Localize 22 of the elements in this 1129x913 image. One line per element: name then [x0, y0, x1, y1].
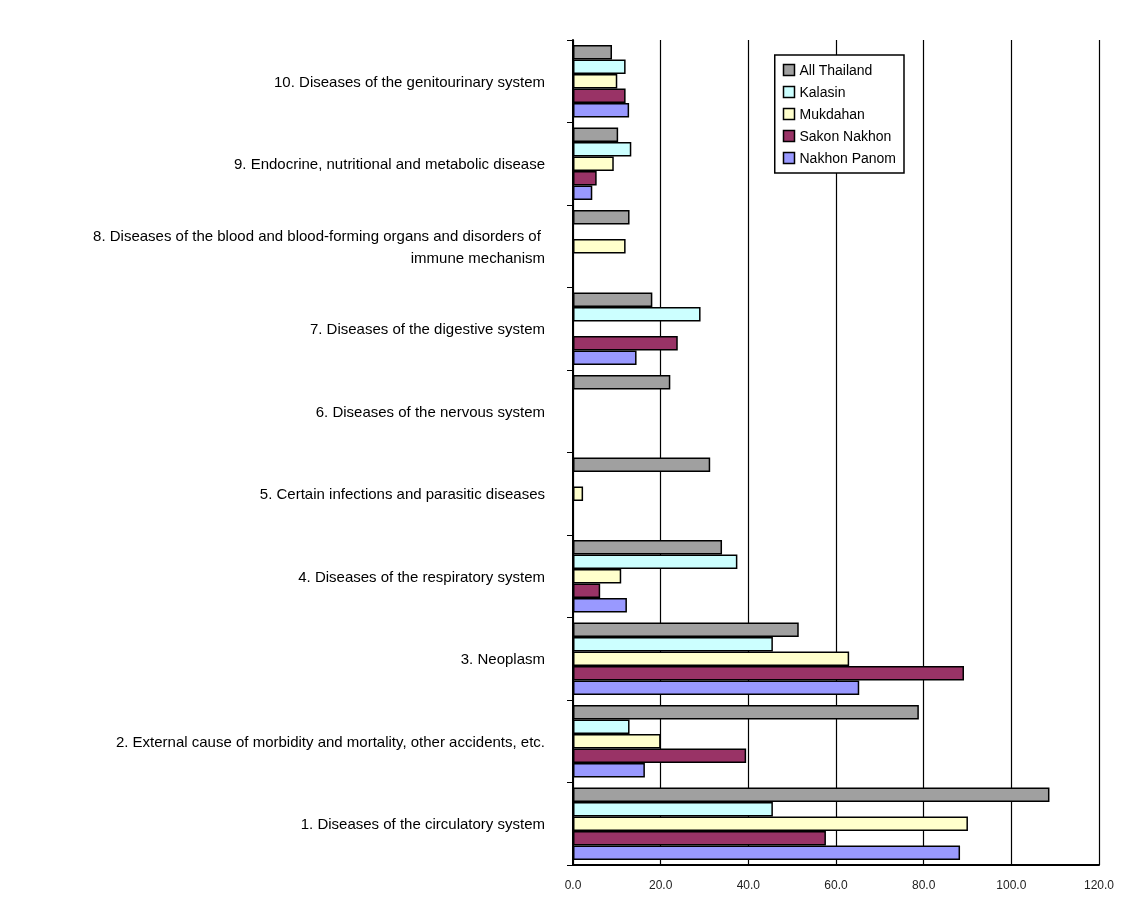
legend-label: Sakon Nakhon [799, 128, 892, 144]
legend-label: All Thailand [799, 62, 873, 78]
x-tick-label: 80.0 [911, 878, 936, 892]
y-tick-label: 8. Diseases of the blood and blood-forming organs and disorders of immune mechanism [93, 226, 545, 266]
x-tick-label: 100.0 [996, 878, 1027, 892]
y-tick-label: 6. Diseases of the nervous system [315, 402, 545, 420]
y-tick-label: 2. External cause of morbidity and mortality, other accidents, etc. [115, 732, 545, 750]
x-tick-label: 20.0 [648, 878, 673, 892]
y-tick-label: 1. Diseases of the circulatory system [300, 815, 545, 833]
y-tick-label: 7. Diseases of the digestive system [309, 320, 545, 338]
legend-label: Mukdahan [799, 106, 865, 122]
x-tick-label: 40.0 [736, 878, 761, 892]
y-tick-label: 9. Endocrine, nutritional and metabolic disease [233, 155, 545, 173]
x-tick-label: 120.0 [1083, 878, 1115, 892]
y-tick-label: 4. Diseases of the respiratory system [298, 567, 545, 585]
y-tick-label: 10. Diseases of the genitourinary system [274, 72, 545, 90]
x-tick-label: 60.0 [824, 878, 848, 892]
legend-label: Kalasin [799, 84, 846, 100]
legend-label: Nakhon Panom [799, 150, 897, 166]
y-tick-label: 3. Neoplasm [460, 650, 545, 668]
y-tick-label: 5. Certain infections and parasitic diseases [259, 485, 545, 503]
x-tick-label: 0.0 [564, 878, 582, 892]
